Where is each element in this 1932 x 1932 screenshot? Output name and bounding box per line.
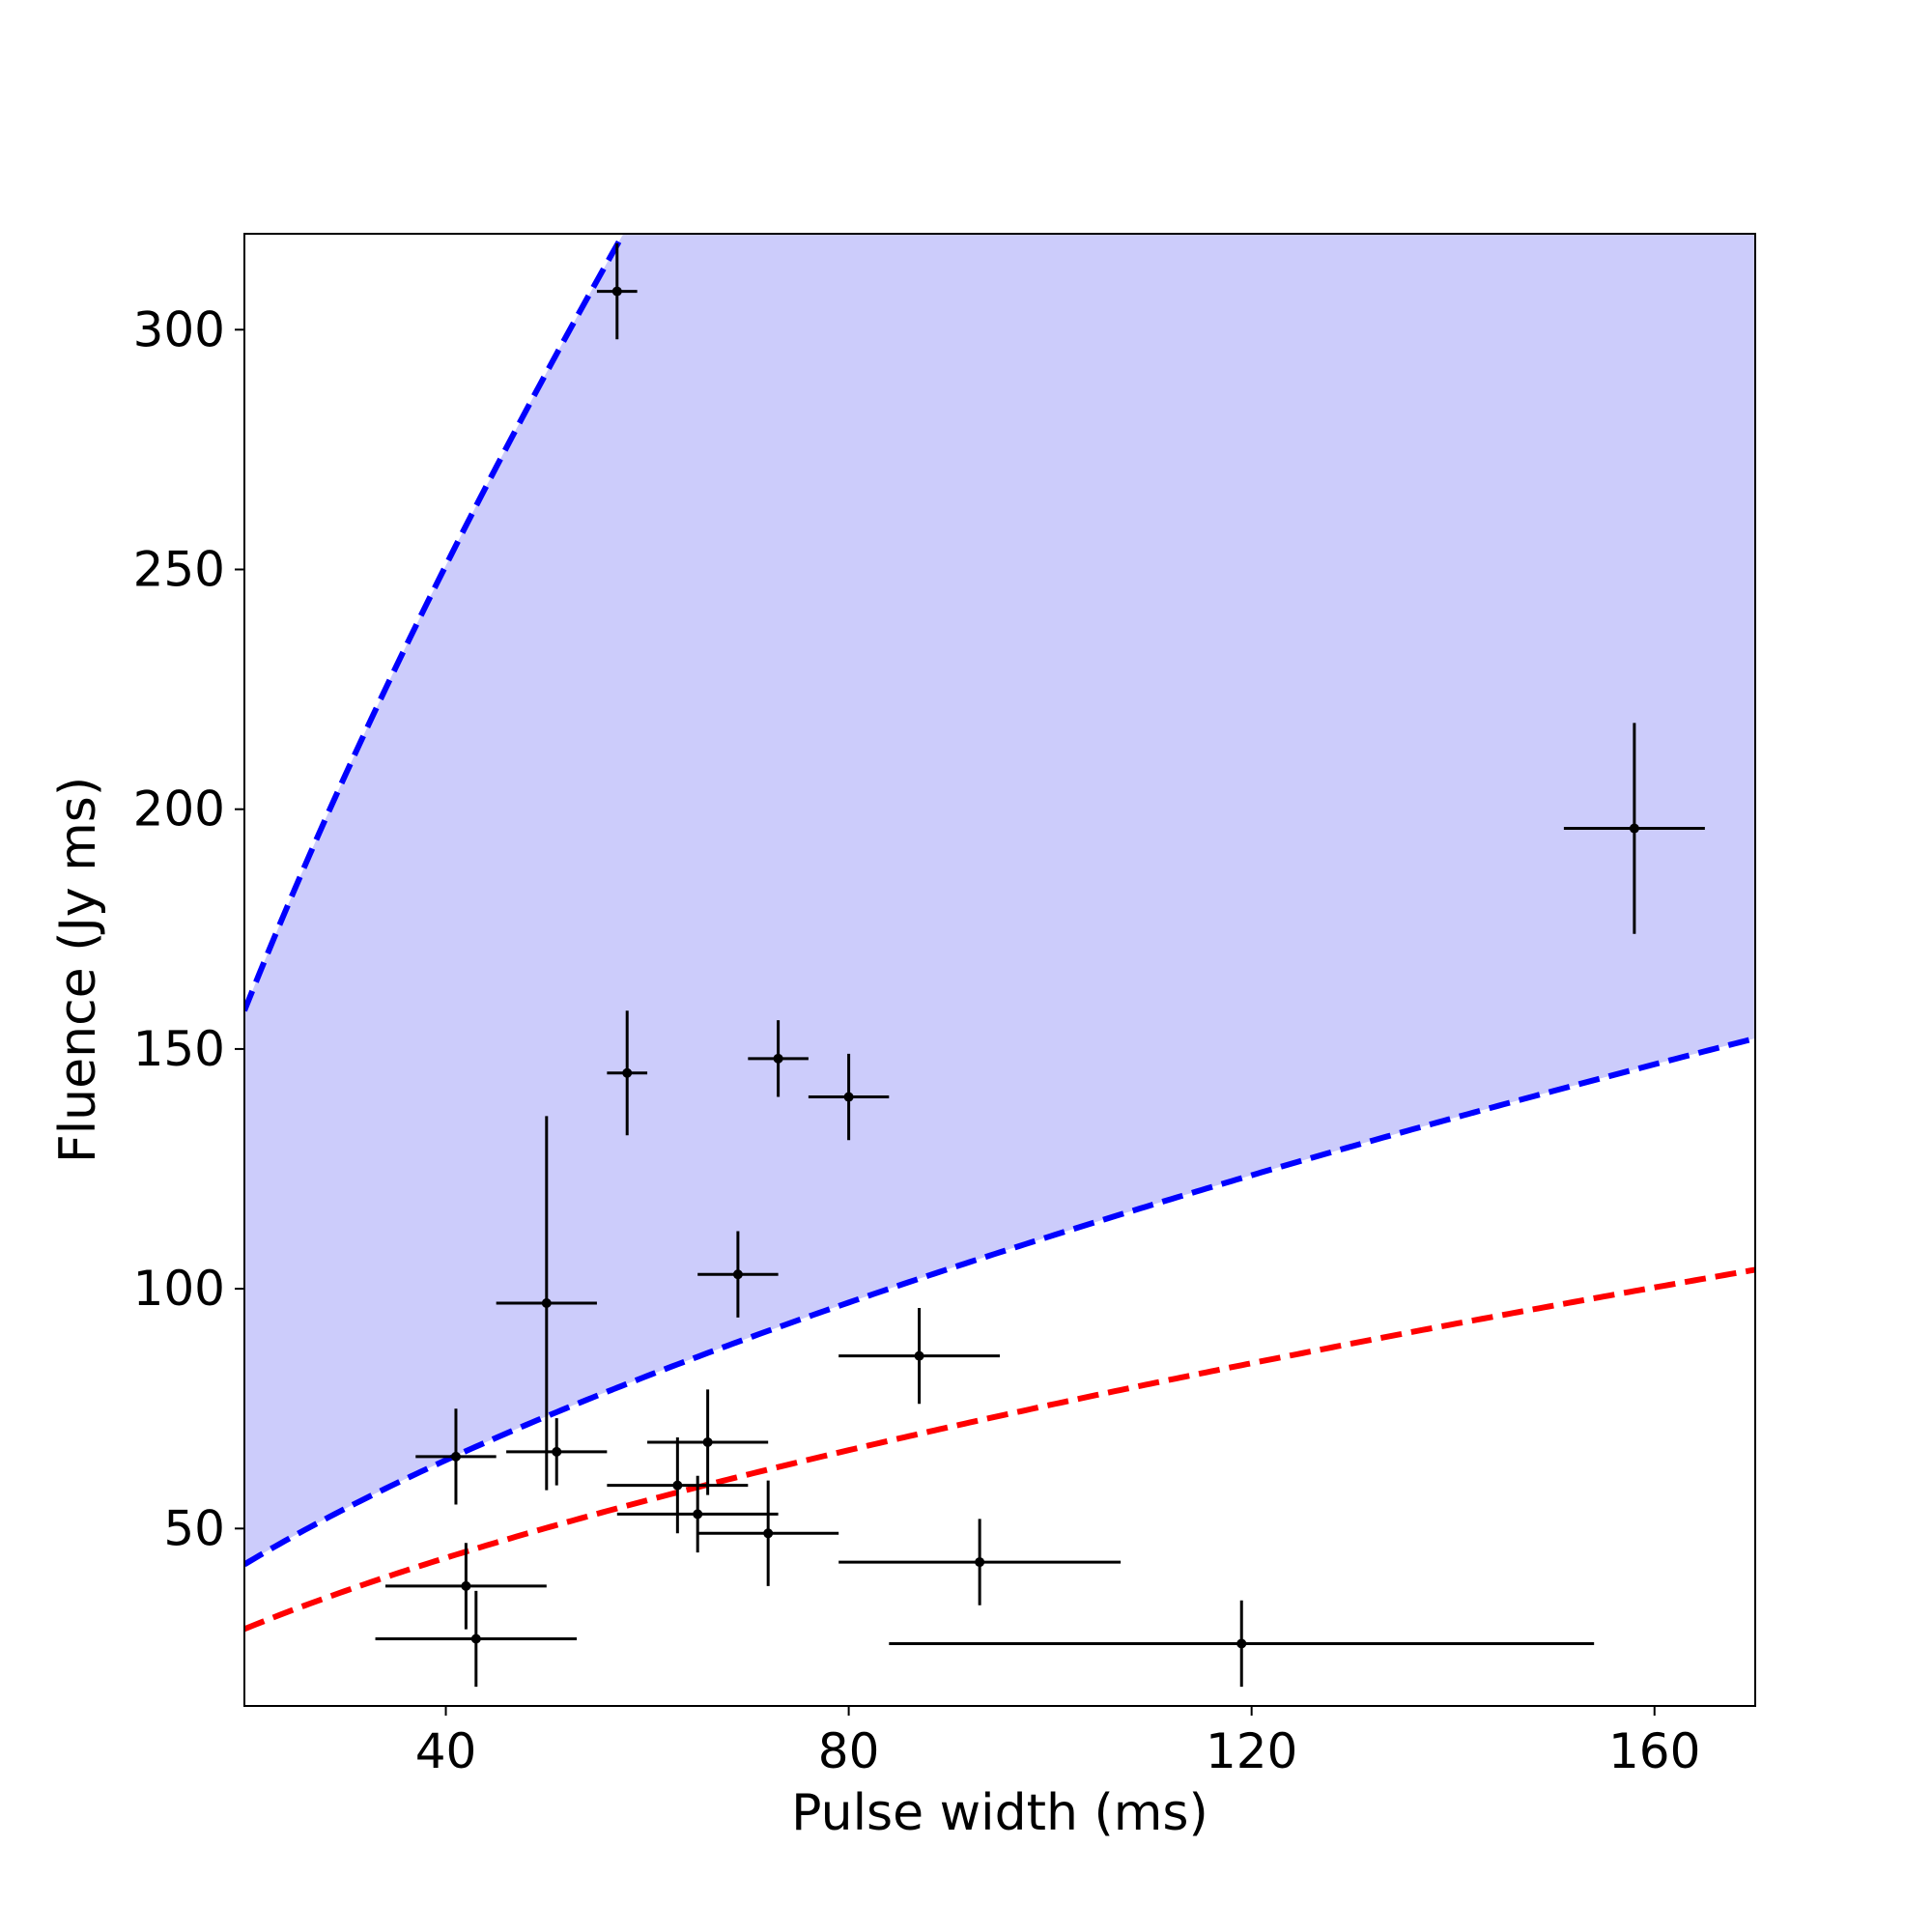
point-marker bbox=[1629, 823, 1639, 834]
point-marker bbox=[622, 1067, 633, 1078]
data-point bbox=[375, 1590, 578, 1688]
data-point bbox=[616, 1475, 779, 1553]
data-point bbox=[748, 1020, 809, 1097]
data-point bbox=[496, 1116, 597, 1491]
point-marker bbox=[702, 1436, 713, 1447]
y-tick-label: 300 bbox=[133, 301, 225, 357]
shaded-region bbox=[244, 234, 1755, 1565]
point-marker bbox=[541, 1298, 552, 1309]
data-point bbox=[384, 1543, 547, 1630]
data-point bbox=[415, 1408, 497, 1505]
point-marker bbox=[672, 1480, 683, 1491]
data-point-layer bbox=[375, 242, 1705, 1688]
point-marker bbox=[470, 1634, 481, 1644]
data-point bbox=[697, 1231, 779, 1318]
point-marker bbox=[1236, 1638, 1247, 1649]
point-marker bbox=[914, 1350, 924, 1361]
point-marker bbox=[763, 1528, 774, 1539]
data-point bbox=[506, 1418, 608, 1486]
x-tick-label: 160 bbox=[1608, 1723, 1700, 1779]
y-tick-label: 50 bbox=[163, 1500, 225, 1556]
y-tick-label: 250 bbox=[133, 541, 225, 597]
point-marker bbox=[732, 1269, 743, 1280]
y-tick-label: 150 bbox=[133, 1021, 225, 1077]
y-axis-label: Fluence (Jy ms) bbox=[49, 777, 107, 1163]
curve-upper bbox=[244, 234, 627, 1012]
curve-layer bbox=[244, 234, 1755, 1633]
curve-threshold bbox=[244, 1266, 1755, 1633]
point-marker bbox=[975, 1557, 985, 1568]
y-tick-label: 100 bbox=[133, 1261, 225, 1317]
y-tick-label: 200 bbox=[133, 781, 225, 838]
data-point bbox=[607, 1010, 648, 1136]
data-point bbox=[647, 1389, 769, 1495]
data-point bbox=[889, 1600, 1595, 1688]
x-tick-label: 80 bbox=[818, 1723, 880, 1779]
x-tick-label: 40 bbox=[415, 1723, 477, 1779]
point-marker bbox=[773, 1053, 783, 1064]
point-marker bbox=[843, 1092, 854, 1102]
x-tick-label: 120 bbox=[1206, 1723, 1297, 1779]
tick-layer: 40 80 120 160 50 100 150 200 250 300 bbox=[133, 301, 1701, 1779]
data-point bbox=[596, 242, 638, 340]
data-point bbox=[838, 1307, 1000, 1405]
data-point bbox=[808, 1053, 890, 1141]
point-marker bbox=[611, 286, 622, 297]
data-point bbox=[607, 1437, 749, 1534]
point-marker bbox=[693, 1509, 703, 1520]
shaded-band-layer bbox=[244, 234, 1755, 1565]
plot-area-frame bbox=[243, 233, 1756, 1707]
curve-lower bbox=[244, 1036, 1755, 1568]
point-marker bbox=[461, 1580, 471, 1591]
data-point bbox=[1563, 723, 1705, 934]
x-axis-label: Pulse width (ms) bbox=[791, 1784, 1208, 1842]
data-point bbox=[838, 1519, 1122, 1605]
data-point bbox=[697, 1480, 839, 1586]
point-marker bbox=[450, 1451, 461, 1462]
point-marker bbox=[552, 1446, 562, 1457]
